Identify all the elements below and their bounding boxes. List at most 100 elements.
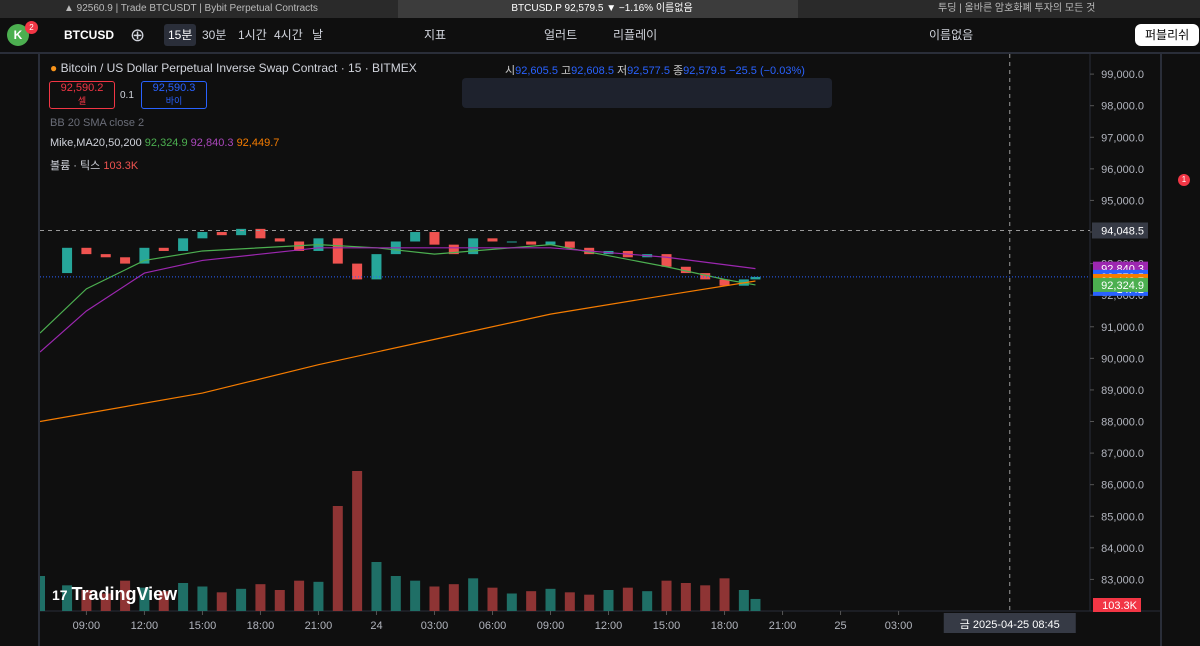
candle	[62, 247, 73, 274]
price-badge-label: 92,324.9	[1101, 280, 1144, 292]
volume-bar	[468, 578, 479, 611]
ma-value: 92,449.7	[236, 137, 280, 149]
chart-title: ● Bitcoin / US Dollar Perpetual Inverse …	[50, 61, 417, 75]
interval[interactable]: 날	[312, 28, 324, 42]
candle	[216, 232, 227, 236]
symbol-search[interactable]: BTCUSD	[64, 28, 114, 42]
candle	[255, 228, 266, 239]
crosshair-x-label: 금 2025-04-25 08:45	[960, 619, 1060, 631]
volume-bar	[584, 594, 595, 611]
x-tick-label: 25	[834, 620, 846, 632]
change: −25.5 (−0.03%)	[729, 65, 805, 77]
badge: 2	[25, 21, 38, 34]
volume-bar	[236, 588, 247, 611]
volume-bar	[81, 590, 92, 611]
x-tick-label: 21:00	[305, 620, 333, 632]
x-tick-label: 15:00	[653, 620, 681, 632]
volume-bar	[700, 585, 711, 611]
browser-tab[interactable]: 투딩 | 올바른 암호화폐 투자의 모든 것	[938, 3, 1096, 14]
y-tick-label: 98,000.0	[1101, 101, 1144, 113]
volume-badge-label: 103.3K	[1102, 600, 1138, 612]
x-tick-label: 12:00	[595, 620, 623, 632]
candle	[352, 263, 363, 280]
y-tick-label: 91,000.0	[1101, 322, 1144, 334]
candle	[700, 273, 711, 280]
indicator-volume[interactable]: 볼륨 · 틱스 103.3K	[50, 157, 138, 173]
drawing-toolbar[interactable]	[462, 78, 832, 108]
candle	[236, 228, 247, 236]
interval[interactable]: 30분	[202, 28, 227, 42]
candle	[680, 266, 691, 274]
x-tick-label: 21:00	[769, 620, 797, 632]
x-tick-label: 03:00	[885, 620, 913, 632]
alert-button[interactable]: 얼러트	[544, 28, 578, 42]
ma-value: 92,324.9	[144, 137, 188, 149]
ohlc-value: 92,605.5	[515, 65, 558, 77]
volume-bar	[506, 593, 517, 611]
volume-value: 103.3K	[103, 160, 139, 172]
ohlc-value: 92,577.5	[627, 65, 670, 77]
y-tick-label: 95,000.0	[1101, 195, 1144, 207]
indicator-ma[interactable]: Mike,MA20,50,200 92,324.9 92,840.3 92,44…	[50, 137, 279, 149]
y-tick-label: 85,000.0	[1101, 511, 1144, 523]
buy-price: 92,590.3	[152, 82, 196, 94]
volume-bar	[255, 584, 266, 611]
indicators-button[interactable]: 지표	[424, 28, 447, 42]
y-tick-label: 84,000.0	[1101, 543, 1144, 555]
candle	[410, 232, 421, 242]
x-tick-label: 06:00	[479, 620, 507, 632]
top-toolbar	[0, 18, 1200, 54]
layout-name[interactable]: 이름없음	[929, 28, 974, 42]
interval[interactable]: 1시간	[238, 28, 267, 42]
volume-bar	[719, 578, 730, 611]
y-tick-label: 86,000.0	[1101, 480, 1144, 492]
volume-bar	[487, 587, 498, 611]
chart: 99,000.0 98,000.0 97,000.0 96,000.0 95,000.0…	[40, 54, 1160, 633]
volume-bar	[62, 585, 73, 611]
x-tick-label: 12:00	[131, 620, 159, 632]
publish-button[interactable]: 퍼블리쉬	[1135, 24, 1200, 46]
volume-bar	[390, 576, 401, 611]
interval[interactable]: 15분	[164, 24, 197, 46]
indicator-bb[interactable]: BB 20 SMA close 2	[50, 117, 145, 129]
add-symbol[interactable]: ⊕	[130, 25, 146, 45]
ohlc-label: 종	[673, 65, 684, 77]
candle	[564, 241, 575, 248]
volume-bar	[294, 580, 305, 611]
buy-button[interactable]: 92,590.3 바이	[141, 81, 207, 109]
x-tick-label: 24	[370, 620, 382, 632]
y-tick-label: 88,000.0	[1101, 417, 1144, 429]
candle	[197, 232, 208, 239]
ohlc-label: 고	[561, 65, 572, 77]
sell-label: 셀	[77, 96, 87, 106]
volume-bar	[526, 591, 537, 611]
ohlc-label: 시	[505, 65, 516, 77]
browser-tab[interactable]: ▲ 92560.9 | Trade BTCUSDT | Bybit Perpet…	[64, 3, 318, 14]
volume-bar	[332, 506, 343, 611]
candle	[545, 241, 556, 245]
interval[interactable]: 4시간	[274, 28, 303, 42]
crosshair-x-box	[943, 613, 1076, 633]
volume-bar	[603, 590, 614, 611]
candle	[158, 247, 169, 251]
replay-button[interactable]: 리플레이	[613, 28, 658, 42]
avatar[interactable]: K	[7, 24, 29, 46]
x-tick-label: 09:00	[537, 620, 565, 632]
volume-bar	[139, 587, 150, 611]
spread: 0.1	[120, 90, 134, 101]
candle	[139, 247, 150, 264]
sell-price: 92,590.2	[60, 82, 104, 94]
browser-tab[interactable]: BTCUSD.P 92,579.5 ▼ −1.16% 이름없음	[398, 0, 798, 18]
volume-name: 볼륨 · 틱스	[50, 160, 101, 172]
volume-bar	[120, 580, 131, 611]
volume-bar	[564, 592, 575, 611]
y-tick-label: 99,000.0	[1101, 69, 1144, 81]
y-tick-label: 83,000.0	[1101, 574, 1144, 586]
volume-bar	[197, 586, 208, 611]
y-tick-label: 89,000.0	[1101, 385, 1144, 397]
volume-bar	[216, 592, 227, 611]
volume-bar	[622, 587, 633, 611]
candle	[274, 238, 285, 242]
price-badge	[1093, 277, 1148, 292]
sell-button[interactable]: 92,590.2 셀	[49, 81, 115, 109]
